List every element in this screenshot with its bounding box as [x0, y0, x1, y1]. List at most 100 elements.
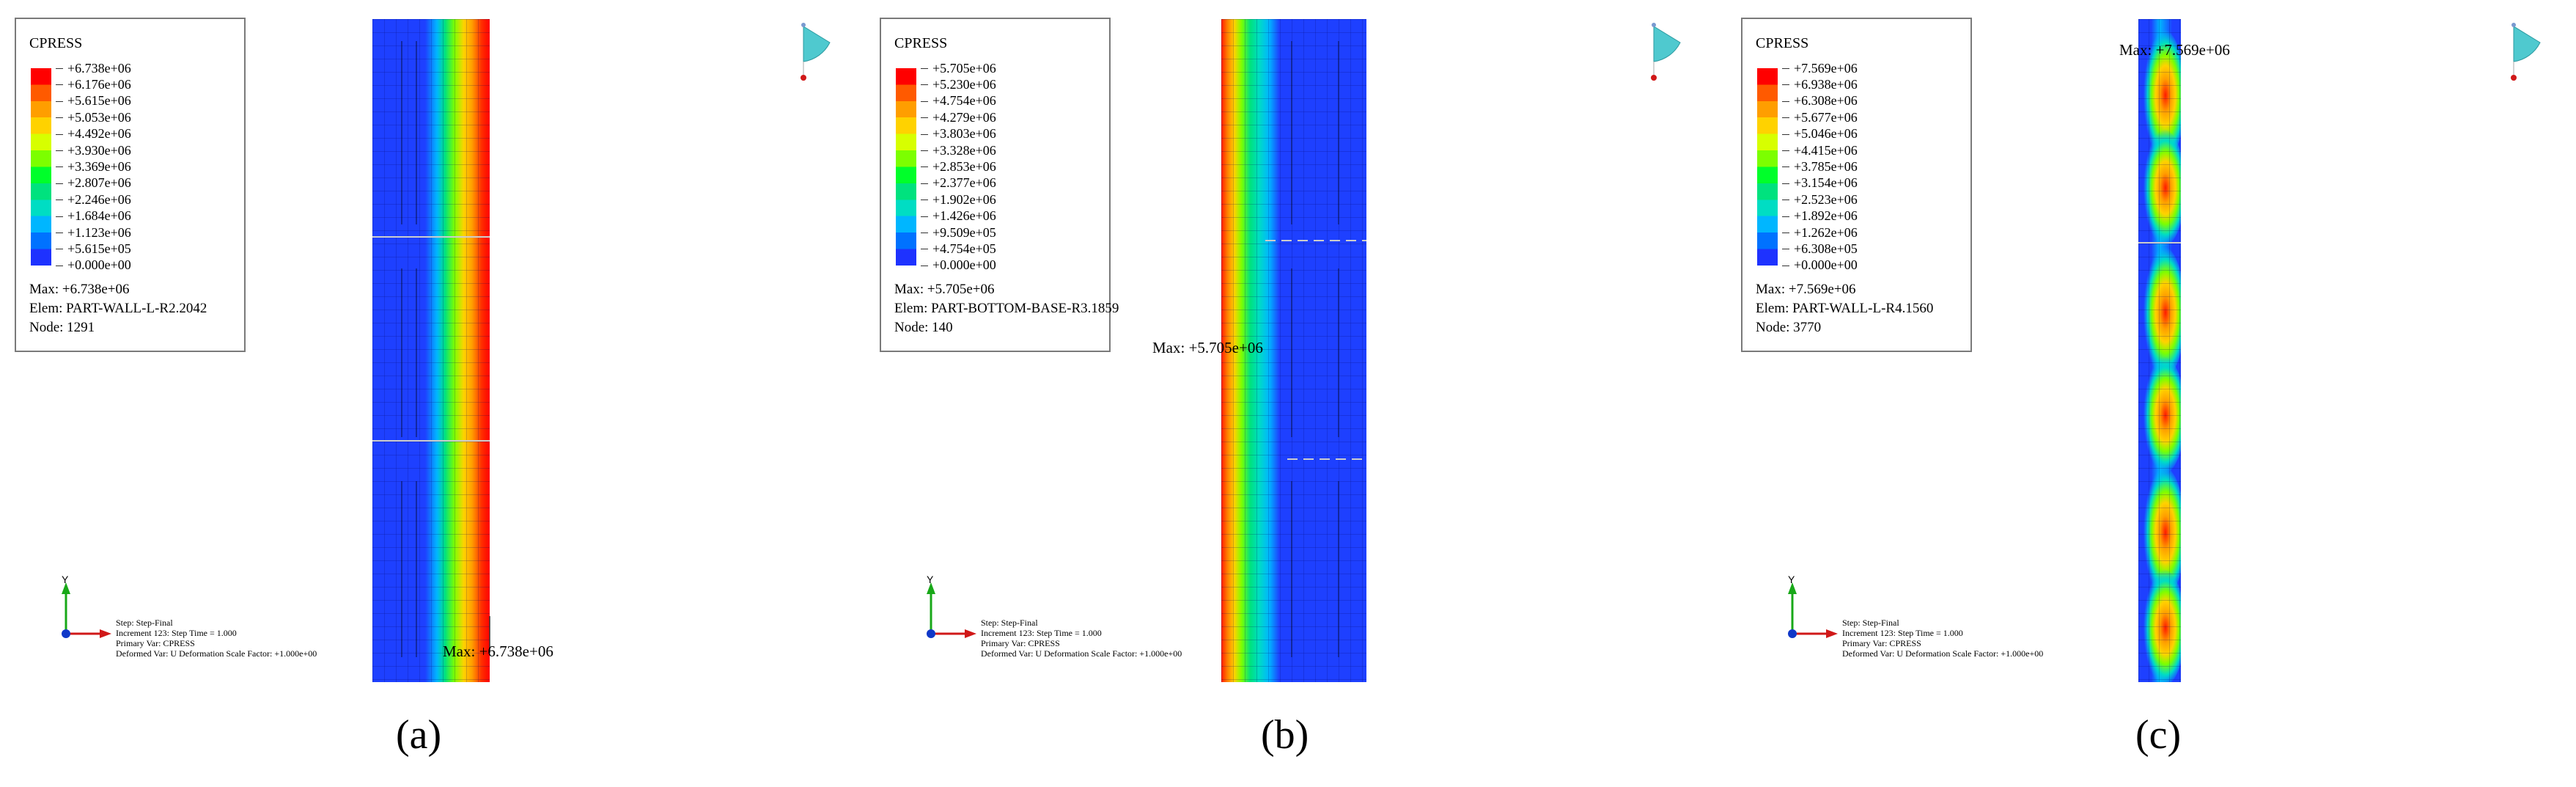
axis-y-label: Y	[927, 574, 934, 585]
panel-caption: (b)	[1261, 712, 1309, 758]
legend-tick	[1782, 183, 1789, 184]
legend-tick	[56, 150, 63, 151]
step-line: Deformed Var: U Deformation Scale Factor…	[1842, 648, 2044, 659]
contour-panel-b: CPRESS +5.705e+06 +5.230e+06 +4.754e+06 +4.…	[865, 0, 1723, 787]
legend-value: +4.754e+05	[932, 241, 996, 256]
legend-tick	[56, 166, 63, 168]
legend-value: +5.705e+06	[932, 60, 996, 76]
legend-elem: Elem: PART-WALL-L-R4.1560	[1756, 301, 1934, 316]
step-line: Primary Var: CPRESS	[116, 638, 195, 648]
legend-value: +2.246e+06	[67, 191, 131, 207]
legend-elem: Elem: PART-BOTTOM-BASE-R3.1859	[894, 301, 1119, 316]
legend-box: CPRESS +5.705e+06 +5.230e+06 +4.754e+06 +4.…	[880, 18, 1119, 352]
legend-value: +5.230e+06	[932, 76, 996, 92]
legend-colorbar	[31, 68, 51, 266]
max-marker-label: Max: +5.705e+06	[1152, 339, 1263, 356]
legend-tick	[56, 117, 63, 119]
legend-title: CPRESS	[1756, 35, 1809, 51]
panel-caption: (c)	[2135, 712, 2182, 758]
step-line: Deformed Var: U Deformation Scale Factor…	[116, 648, 317, 659]
legend-tick	[921, 68, 928, 69]
legend-value: +1.892e+06	[1794, 208, 1858, 224]
axis-triad-icon	[927, 582, 976, 638]
contour-model	[1221, 19, 1366, 682]
legend-tick	[1782, 100, 1789, 102]
legend-value: +3.930e+06	[67, 142, 131, 158]
legend-value: +4.754e+06	[932, 93, 996, 109]
legend-value: +6.308e+05	[1794, 241, 1858, 256]
legend-value: +5.677e+06	[1794, 109, 1858, 125]
step-line: Primary Var: CPRESS	[981, 638, 1060, 648]
axis-y-label: Y	[1788, 574, 1795, 585]
legend-tick	[921, 150, 928, 151]
legend-value: +5.615e+06	[67, 93, 131, 109]
legend-tick	[921, 100, 928, 102]
legend-tick	[921, 216, 928, 217]
step-info: Step: Step-Final Increment 123: Step Tim…	[116, 618, 317, 659]
legend-value: +5.046e+06	[1794, 126, 1858, 142]
legend-title: CPRESS	[29, 35, 83, 51]
legend-tick	[56, 133, 63, 135]
legend-value: +3.328e+06	[932, 142, 996, 158]
legend-node: Node: 140	[894, 320, 953, 335]
legend-tick	[921, 84, 928, 86]
axis-triad-icon	[1788, 582, 1838, 638]
legend-tick	[1782, 133, 1789, 135]
step-line: Increment 123: Step Time = 1.000	[116, 628, 237, 638]
contour-panel-a: CPRESS +6.738e+06 +6.176e+06 +5.615e+06 +5.…	[0, 0, 858, 787]
step-info: Step: Step-Final Increment 123: Step Tim…	[1842, 618, 2043, 659]
view-orientation-icon	[1651, 23, 1681, 81]
legend-value: +1.684e+06	[67, 208, 131, 224]
legend-value: +6.308e+06	[1794, 93, 1858, 109]
max-leader-line	[489, 616, 490, 653]
step-line: Step: Step-Final	[1842, 618, 1899, 628]
legend-tick	[1782, 84, 1789, 86]
legend-tick	[56, 216, 63, 217]
legend-node: Node: 3770	[1756, 320, 1822, 335]
legend-tick	[56, 183, 63, 184]
legend-tick	[56, 68, 63, 69]
legend-tick	[1782, 117, 1789, 119]
legend-value: +3.369e+06	[67, 158, 131, 174]
legend-value: +5.053e+06	[67, 109, 131, 125]
legend-value: +1.262e+06	[1794, 224, 1858, 240]
legend-max: Max: +7.569e+06	[1756, 282, 1856, 297]
contour-model	[372, 19, 490, 682]
legend-tick	[56, 100, 63, 102]
view-orientation-icon	[801, 23, 831, 81]
max-marker-label: Max: +6.738e+06	[443, 643, 553, 660]
legend-node: Node: 1291	[29, 320, 95, 335]
contour-panel-c: CPRESS +7.569e+06 +6.938e+06 +6.308e+06 +5.…	[1726, 0, 2576, 787]
legend-value: +2.377e+06	[932, 175, 996, 191]
legend-value: +4.415e+06	[1794, 142, 1858, 158]
step-line: Deformed Var: U Deformation Scale Factor…	[981, 648, 1182, 659]
legend-value: +4.492e+06	[67, 126, 131, 142]
legend-value: +0.000e+00	[1794, 257, 1858, 273]
step-line: Increment 123: Step Time = 1.000	[981, 628, 1102, 638]
contour-model	[2138, 19, 2181, 682]
view-orientation-icon	[2511, 23, 2541, 81]
legend-tick	[1782, 216, 1789, 217]
legend-value: +3.154e+06	[1794, 175, 1858, 191]
legend-tick	[1782, 150, 1789, 151]
legend-value: +3.785e+06	[1794, 158, 1858, 174]
axis-triad-icon	[62, 582, 111, 638]
max-marker-label: Max: +7.569e+06	[2119, 41, 2230, 59]
legend-value: +5.615e+05	[67, 241, 131, 256]
legend-title: CPRESS	[894, 35, 948, 51]
legend-value: +0.000e+00	[67, 257, 131, 273]
legend-colorbar	[896, 68, 916, 266]
legend-colorbar	[1757, 68, 1778, 266]
legend-value: +3.803e+06	[932, 126, 996, 142]
legend-value: +7.569e+06	[1794, 60, 1858, 76]
legend-max: Max: +5.705e+06	[894, 282, 995, 297]
legend-value: +1.902e+06	[932, 191, 996, 207]
legend-tick	[921, 166, 928, 168]
step-line: Step: Step-Final	[116, 618, 173, 628]
legend-value: +9.509e+05	[932, 224, 996, 240]
step-line: Increment 123: Step Time = 1.000	[1842, 628, 1963, 638]
legend-value: +1.426e+06	[932, 208, 996, 224]
legend-value: +4.279e+06	[932, 109, 996, 125]
axis-y-label: Y	[62, 574, 69, 585]
legend-box: CPRESS +7.569e+06 +6.938e+06 +6.308e+06 +5.…	[1741, 18, 1972, 352]
